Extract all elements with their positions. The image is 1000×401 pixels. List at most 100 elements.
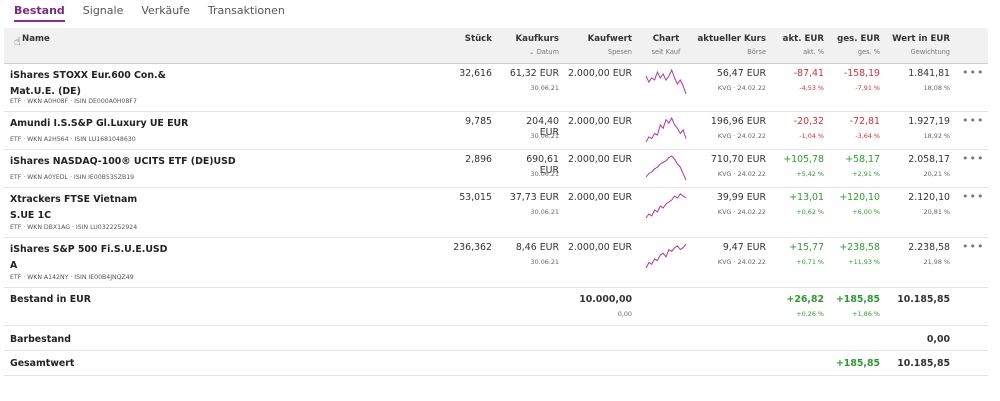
kauf-datum: 30.06.21 xyxy=(530,208,559,216)
bestand-akt-eur: +26,82 xyxy=(786,294,824,305)
ges-eur-value: -158,19 xyxy=(843,68,880,79)
table-row[interactable]: iShares NASDAQ-100® UCITS ETF (DE)USD ET… xyxy=(4,150,988,188)
kauf-datum: 30.06.21 xyxy=(530,258,559,266)
akt-eur-value: -20,32 xyxy=(793,116,824,127)
kaufkurs-value: 8,46 EUR xyxy=(515,242,559,253)
gesamt-wert: 10.185,85 xyxy=(897,358,950,369)
position-name[interactable]: iShares S&P 500 Fi.S.U.E.USD A xyxy=(10,244,168,271)
kurs-boerse: KVG · 24.02.22 xyxy=(717,170,766,178)
position-meta: ETF · WKN A142NY · ISIN IE00B4JNQZ49 xyxy=(10,274,134,281)
holdings-table: ☝ Name Stück Kaufkurs ⌄ Datum Kaufwert S… xyxy=(4,28,988,376)
table-row[interactable]: Xtrackers FTSE Vietnam S.UE 1C ETF · WKN… xyxy=(4,188,988,238)
table-header: ☝ Name Stück Kaufkurs ⌄ Datum Kaufwert S… xyxy=(4,28,988,64)
ges-pct-value: -7,91 % xyxy=(855,84,880,92)
tab-signale[interactable]: Signale xyxy=(82,4,124,17)
kurs-value: 9,47 EUR xyxy=(722,242,766,253)
col-kaufkurs[interactable]: Kaufkurs xyxy=(515,34,559,44)
col-gewichtung: Gewichtung xyxy=(910,48,950,56)
wert-value: 2.058,17 xyxy=(908,154,950,165)
stueck-value: 236,362 xyxy=(453,242,492,253)
kurs-value: 710,70 EUR xyxy=(710,154,766,165)
sparkline-path xyxy=(645,155,687,181)
summary-row-gesamtwert: Gesamtwert +185,85 10.185,85 xyxy=(4,351,988,376)
stueck-value: 53,015 xyxy=(459,192,492,203)
kaufwert-value: 2.000,00 EUR xyxy=(567,242,632,253)
gewichtung-value: 21,98 % xyxy=(923,258,950,266)
position-name[interactable]: iShares STOXX Eur.600 Con.& Mat.U.E. (DE… xyxy=(10,70,166,97)
kurs-boerse: KVG · 24.02.22 xyxy=(717,208,766,216)
position-meta: ETF · WKN DBX1AG · ISIN LU0322252924 xyxy=(10,224,138,231)
more-options-icon[interactable]: ••• xyxy=(962,240,985,253)
summary-row-bestand: Bestand in EUR 10.000,00 0,00 +26,82 +0,… xyxy=(4,288,988,326)
sparkline-chart xyxy=(645,243,687,269)
col-name[interactable]: Name xyxy=(22,34,50,44)
col-ges-pct: ges. % xyxy=(857,48,880,56)
col-kurs[interactable]: aktueller Kurs xyxy=(697,34,767,44)
tab-verkaeufe[interactable]: Verkäufe xyxy=(141,4,190,17)
kaufkurs-value: 61,32 EUR xyxy=(509,68,559,79)
bestand-ges-eur: +185,85 xyxy=(835,294,880,305)
bestand-wert: 10.185,85 xyxy=(897,294,950,305)
kauf-datum: 30.06.21 xyxy=(530,84,559,92)
col-datum-label: Datum xyxy=(536,48,559,56)
tab-bestand[interactable]: Bestand xyxy=(14,0,65,22)
stueck-value: 32,616 xyxy=(459,68,492,79)
position-name[interactable]: iShares NASDAQ-100® UCITS ETF (DE)USD xyxy=(10,156,236,167)
more-options-icon[interactable]: ••• xyxy=(962,190,985,203)
akt-pct-value: +0,71 % xyxy=(796,258,824,266)
gesamtwert-label: Gesamtwert xyxy=(10,358,75,369)
summary-row-barbestand: Barbestand 0,00 xyxy=(4,326,988,351)
more-options-icon[interactable]: ••• xyxy=(962,114,985,127)
bestand-ges-pct: +1,86 % xyxy=(852,310,880,318)
akt-eur-value: +105,78 xyxy=(783,154,824,165)
sparkline-path xyxy=(645,193,687,219)
gewichtung-value: 18,92 % xyxy=(923,132,950,140)
kaufwert-value: 2.000,00 EUR xyxy=(567,116,632,127)
sparkline-path xyxy=(645,68,687,95)
kaufkurs-value: 204,40 EUR xyxy=(526,116,559,138)
gewichtung-value: 20,81 % xyxy=(923,208,950,216)
col-wert[interactable]: Wert in EUR xyxy=(892,34,950,44)
col-ges-eur[interactable]: ges. EUR xyxy=(837,34,880,44)
gewichtung-value: 18,08 % xyxy=(923,84,950,92)
table-row[interactable]: iShares S&P 500 Fi.S.U.E.USD A ETF · WKN… xyxy=(4,238,988,288)
tab-transaktionen[interactable]: Transaktionen xyxy=(207,4,285,17)
kurs-value: 56,47 EUR xyxy=(716,68,766,79)
col-stueck[interactable]: Stück xyxy=(464,34,492,44)
kaufkurs-value: 690,61 EUR xyxy=(526,154,559,176)
ges-eur-value: +238,58 xyxy=(839,242,880,253)
col-chart[interactable]: Chart xyxy=(652,34,680,44)
kurs-value: 39,99 EUR xyxy=(716,192,766,203)
wert-value: 1.841,81 xyxy=(908,68,950,79)
ges-pct-value: +2,91 % xyxy=(852,170,880,178)
more-options-icon[interactable]: ••• xyxy=(962,152,985,165)
tab-bar: Bestand Signale Verkäufe Transaktionen xyxy=(14,0,303,22)
stueck-value: 2,896 xyxy=(465,154,492,165)
gesamt-ges-eur: +185,85 xyxy=(835,358,880,369)
sparkline-chart xyxy=(645,116,687,143)
position-name[interactable]: Amundi I.S.S&P Gl.Luxury UE EUR xyxy=(10,118,189,129)
barbestand-wert: 0,00 xyxy=(926,334,950,345)
bestand-spesen: 0,00 xyxy=(617,310,632,318)
sparkline-path xyxy=(645,243,687,269)
col-kaufwert[interactable]: Kaufwert xyxy=(587,34,632,44)
position-name[interactable]: Xtrackers FTSE Vietnam S.UE 1C xyxy=(10,194,138,221)
sparkline-chart xyxy=(645,68,687,95)
pointer-cursor-icon: ☝ xyxy=(14,35,21,48)
wert-value: 2.238,58 xyxy=(908,242,950,253)
col-kaufkurs-sub[interactable]: ⌄ Datum xyxy=(504,48,559,56)
kurs-boerse: KVG · 24.02.22 xyxy=(717,84,766,92)
barbestand-label: Barbestand xyxy=(10,334,71,345)
position-meta: ETF · WKN A0H08F · ISIN DE000A0H08F7 xyxy=(10,98,137,105)
table-row[interactable]: iShares STOXX Eur.600 Con.& Mat.U.E. (DE… xyxy=(4,64,988,112)
kaufwert-value: 2.000,00 EUR xyxy=(567,68,632,79)
table-row[interactable]: Amundi I.S.S&P Gl.Luxury UE EUR ETF · WK… xyxy=(4,112,988,150)
ges-eur-value: -72,81 xyxy=(849,116,880,127)
col-seit-kauf: seit Kauf xyxy=(651,48,681,56)
col-boerse: Börse xyxy=(747,48,766,56)
more-options-icon[interactable]: ••• xyxy=(962,66,985,79)
sparkline-chart xyxy=(645,155,687,181)
ges-pct-value: -3,64 % xyxy=(855,132,880,140)
col-akt-eur[interactable]: akt. EUR xyxy=(782,34,824,44)
kauf-datum: 30.06.21 xyxy=(530,170,559,178)
